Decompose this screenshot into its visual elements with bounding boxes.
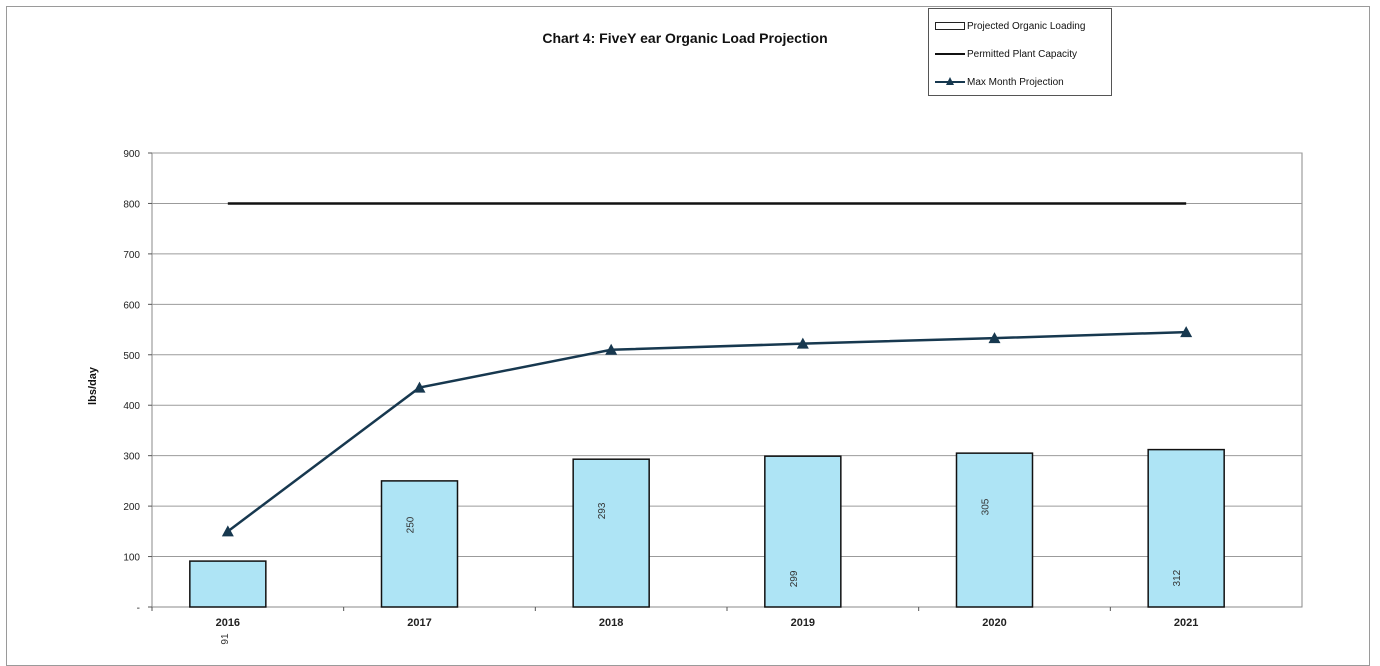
y-tick-label: 200 — [123, 502, 140, 513]
plot-border — [152, 153, 1302, 607]
y-tick-label: 800 — [123, 199, 140, 210]
y-tick-label: 400 — [123, 401, 140, 412]
bar-value-label: 305 — [981, 498, 992, 515]
bar — [382, 481, 458, 607]
x-tick-label: 2018 — [599, 617, 623, 629]
max-month-line — [228, 332, 1186, 531]
bar-value-label: 293 — [597, 502, 608, 519]
x-tick-label: 2017 — [407, 617, 431, 629]
chart-plot: - 100 200 300 400 500 600 700 800 900 2016 2017 2018… — [0, 0, 1380, 649]
y-tick-label: 100 — [123, 553, 140, 564]
bar — [190, 561, 266, 607]
y-tick-label: 900 — [123, 149, 140, 160]
x-tick-label: 2016 — [216, 617, 240, 629]
bar — [573, 459, 649, 607]
bar-value-label: 250 — [406, 516, 417, 533]
x-tick-label: 2020 — [982, 617, 1006, 629]
bar — [957, 453, 1033, 607]
bar — [765, 456, 841, 607]
bar — [1148, 450, 1224, 607]
bar-value-label: 299 — [789, 570, 800, 587]
y-tick-label: 700 — [123, 250, 140, 261]
bar-value-label: 312 — [1172, 569, 1183, 586]
x-tick-label: 2021 — [1174, 617, 1198, 629]
y-tick-label: 500 — [123, 351, 140, 362]
y-tick-label: 300 — [123, 452, 140, 463]
y-tick-label: - — [137, 603, 140, 614]
bar-value-label: 91 — [220, 633, 231, 645]
y-tick-label: 600 — [123, 300, 140, 311]
x-tick-label: 2019 — [791, 617, 815, 629]
